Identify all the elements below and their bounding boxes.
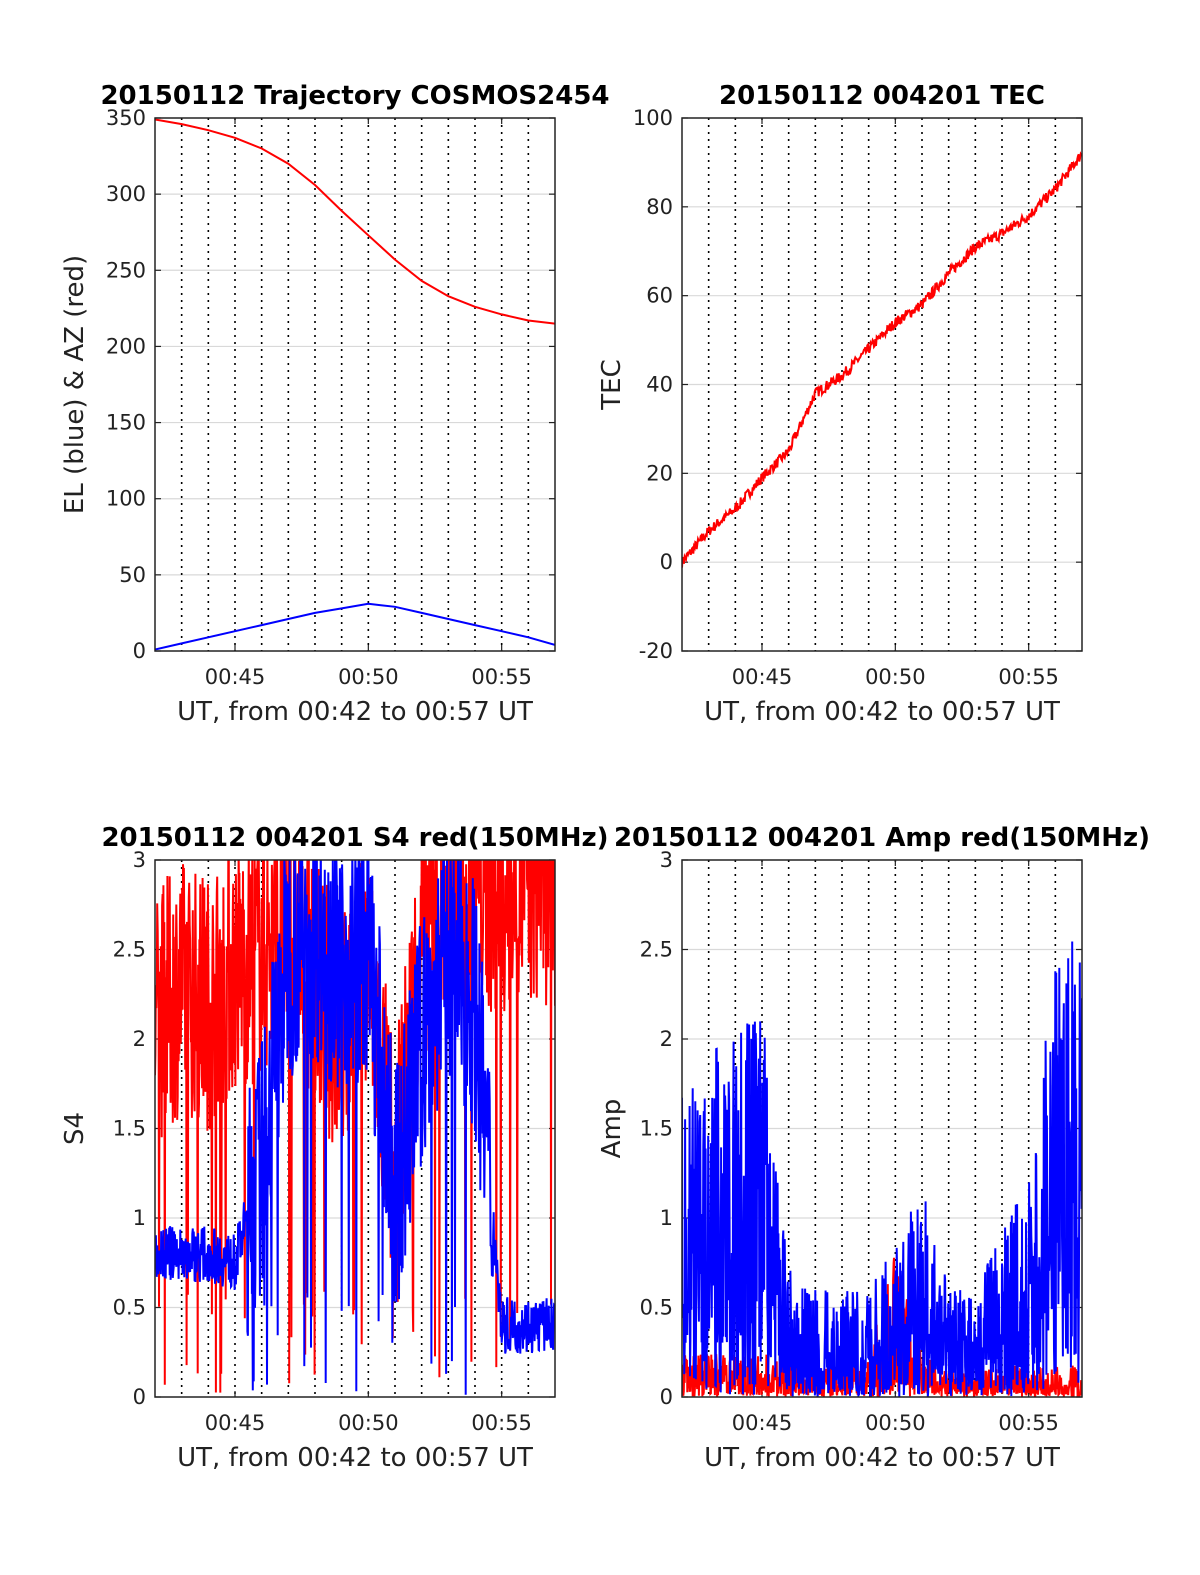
y-axis-label: EL (blue) & AZ (red) bbox=[60, 255, 90, 514]
y-tick-label: 1.5 bbox=[640, 1117, 673, 1141]
y-tick-label: 80 bbox=[646, 195, 673, 219]
x-tick-label: 00:45 bbox=[732, 665, 793, 689]
y-tick-label: 50 bbox=[119, 563, 146, 587]
chart-s4: 0 0.5 1 1.5 2 2.5 3 00:45 00:50 00:55 20150112 004… bbox=[60, 823, 609, 1473]
chart-trajectory: 0 50 100 150 200 250 300 350 00:45 00:50 00:55 2015… bbox=[60, 81, 610, 727]
y-tick-label: 200 bbox=[106, 334, 146, 358]
series-group bbox=[155, 860, 555, 1395]
x-axis-label: UT, from 00:42 to 00:57 UT bbox=[704, 1443, 1060, 1473]
y-tick-label: 2.5 bbox=[640, 938, 673, 962]
x-axis-label: UT, from 00:42 to 00:57 UT bbox=[704, 697, 1060, 727]
x-tick-label: 00:55 bbox=[471, 665, 532, 689]
y-tick-label: -20 bbox=[639, 639, 673, 663]
chart-title: 20150112 004201 Amp red(150MHz) bbox=[614, 823, 1150, 853]
y-tick-label: 40 bbox=[646, 373, 673, 397]
plot-frame bbox=[154, 859, 556, 1398]
chart-amp: 0 0.5 1 1.5 2 2.5 3 00:45 00:50 00:55 20150112 004… bbox=[597, 823, 1150, 1473]
x-tick-label: 00:55 bbox=[471, 1411, 532, 1435]
y-tick-label: 1 bbox=[660, 1206, 673, 1230]
x-tick-label: 00:55 bbox=[998, 665, 1059, 689]
series-group bbox=[155, 118, 555, 651]
y-tick-label: 350 bbox=[106, 106, 146, 130]
y-tick-label: 3 bbox=[133, 848, 146, 872]
x-tick-label: 00:50 bbox=[338, 665, 399, 689]
y-tick-label: 300 bbox=[106, 182, 146, 206]
x-tick-label: 00:45 bbox=[732, 1411, 793, 1435]
chart-tec: -20 0 20 40 60 80 100 00:45 00:50 00:55 20150112 0… bbox=[597, 81, 1083, 727]
series-group bbox=[682, 941, 1082, 1397]
chart-title: 20150112 004201 S4 red(150MHz) bbox=[101, 823, 608, 853]
series-line-1 bbox=[155, 860, 555, 1395]
y-axis-label: Amp bbox=[597, 1099, 627, 1159]
x-axis-label: UT, from 00:42 to 00:57 UT bbox=[177, 697, 533, 727]
y-tick-label: 100 bbox=[106, 487, 146, 511]
x-axis-label: UT, from 00:42 to 00:57 UT bbox=[177, 1443, 533, 1473]
x-tick-label: 00:45 bbox=[205, 665, 266, 689]
y-tick-label: 100 bbox=[633, 106, 673, 130]
y-tick-label: 3 bbox=[660, 848, 673, 872]
y-tick-label: 0 bbox=[660, 1385, 673, 1409]
y-tick-label: 20 bbox=[646, 461, 673, 485]
series-line-0 bbox=[682, 151, 1082, 568]
series-group bbox=[682, 151, 1082, 568]
x-tick-label: 00:50 bbox=[865, 1411, 926, 1435]
y-tick-label: 0.5 bbox=[640, 1296, 673, 1320]
y-tick-label: 60 bbox=[646, 284, 673, 308]
y-tick-label: 250 bbox=[106, 258, 146, 282]
chart-title: 20150112 004201 TEC bbox=[719, 81, 1045, 111]
x-tick-label: 00:45 bbox=[205, 1411, 266, 1435]
plot-frame bbox=[154, 117, 556, 652]
plot-frame bbox=[681, 117, 1083, 652]
y-tick-label: 2.5 bbox=[113, 938, 146, 962]
plot-frame bbox=[681, 859, 1083, 1398]
y-tick-label: 0 bbox=[133, 639, 146, 663]
y-tick-label: 0 bbox=[660, 550, 673, 574]
y-axis-label: S4 bbox=[60, 1112, 90, 1145]
x-tick-label: 00:50 bbox=[865, 665, 926, 689]
y-tick-label: 1 bbox=[133, 1206, 146, 1230]
series-line-1 bbox=[682, 941, 1082, 1397]
x-tick-label: 00:50 bbox=[338, 1411, 399, 1435]
series-line-0 bbox=[155, 118, 555, 325]
y-tick-label: 1.5 bbox=[113, 1117, 146, 1141]
y-tick-label: 2 bbox=[133, 1027, 146, 1051]
y-tick-label: 0.5 bbox=[113, 1296, 146, 1320]
y-axis-label: TEC bbox=[597, 359, 627, 410]
series-line-1 bbox=[155, 602, 555, 651]
y-tick-label: 2 bbox=[660, 1027, 673, 1051]
y-tick-label: 150 bbox=[106, 411, 146, 435]
chart-title: 20150112 Trajectory COSMOS2454 bbox=[100, 81, 609, 111]
y-tick-label: 0 bbox=[133, 1385, 146, 1409]
x-tick-label: 00:55 bbox=[998, 1411, 1059, 1435]
